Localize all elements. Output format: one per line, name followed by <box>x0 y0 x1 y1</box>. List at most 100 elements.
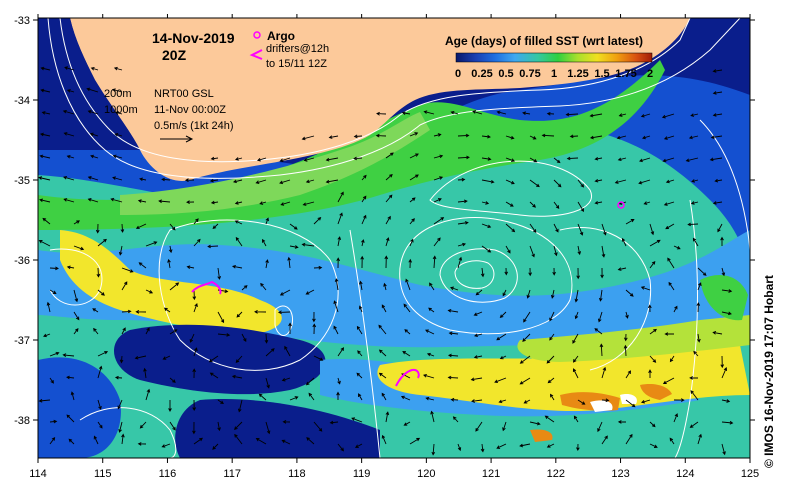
current-arrow <box>260 282 267 291</box>
current-arrow <box>529 179 540 188</box>
current-arrow <box>409 218 415 225</box>
scale-arrow <box>160 135 194 143</box>
current-arrow <box>111 88 123 93</box>
y-tick-label: -37 <box>14 335 30 347</box>
current-arrow <box>112 176 123 181</box>
x-axis: 114 115 116 117 118 119 120 121 122 123 124 125 <box>29 14 759 480</box>
current-arrow <box>207 244 219 249</box>
current-arrow <box>139 421 147 429</box>
current-arrow <box>553 179 562 188</box>
colorbar-title: Age (days) of filled SST (wrt latest) <box>445 34 643 48</box>
current-arrow <box>139 177 147 182</box>
current-arrow <box>574 289 579 303</box>
current-arrow <box>529 201 536 208</box>
current-arrow <box>192 399 196 412</box>
current-arrow <box>255 179 267 184</box>
current-arrow <box>93 327 99 335</box>
current-arrow <box>49 289 57 294</box>
current-arrow <box>306 437 315 445</box>
map-date: 14-Nov-2019 <box>152 30 235 46</box>
current-arrow <box>544 415 555 423</box>
current-arrow <box>90 154 99 159</box>
current-arrow <box>92 308 99 313</box>
current-arrow <box>577 223 584 236</box>
current-arrow <box>360 255 364 269</box>
current-arrow <box>376 111 387 116</box>
current-arrow <box>118 421 123 433</box>
current-arrow <box>450 286 459 291</box>
current-arrow <box>457 221 469 225</box>
current-arrow <box>721 267 726 277</box>
current-arrow <box>625 370 632 379</box>
current-arrow <box>457 199 468 204</box>
colorbar-label: 2 <box>647 68 653 80</box>
colorbar-label: 0.25 <box>471 68 492 80</box>
current-arrow <box>577 201 584 212</box>
current-arrow <box>89 132 99 137</box>
current-arrow <box>433 237 441 247</box>
current-arrow <box>87 176 99 181</box>
current-arrow <box>313 355 324 361</box>
dark-blue-blob <box>113 324 326 395</box>
current-arrow <box>137 442 147 446</box>
current-arrow <box>43 333 51 338</box>
current-arrow <box>471 399 483 403</box>
current-arrow <box>496 443 507 449</box>
current-arrow <box>691 179 699 183</box>
current-arrow <box>184 178 195 182</box>
current-arrow <box>589 135 603 140</box>
current-vectors <box>38 66 734 456</box>
current-arrow <box>337 191 344 203</box>
current-arrow <box>690 390 699 401</box>
current-arrow <box>193 437 203 445</box>
current-arrow <box>66 89 75 93</box>
current-arrow <box>337 212 343 225</box>
current-arrow <box>234 157 243 161</box>
current-arrow <box>692 237 699 247</box>
current-arrow <box>119 355 124 364</box>
current-arrow <box>114 111 123 115</box>
map-time: 20Z <box>162 47 187 63</box>
y-tick-label: -34 <box>14 95 30 107</box>
current-arrow <box>690 201 699 205</box>
current-arrow <box>403 421 411 426</box>
current-arrow <box>64 66 75 71</box>
current-arrow <box>353 156 363 161</box>
current-arrow <box>473 355 483 359</box>
current-arrow <box>193 238 201 247</box>
drifters-legend-icon <box>249 49 263 60</box>
current-arrow <box>623 333 628 342</box>
current-arrow <box>117 399 123 410</box>
current-arrow <box>336 391 340 400</box>
current-arrow <box>143 367 147 379</box>
white-patches <box>590 394 637 412</box>
current-arrow <box>236 311 243 318</box>
yellow-band <box>60 230 282 335</box>
current-arrow <box>351 417 363 423</box>
current-arrow <box>448 331 459 336</box>
argo-legend-icon <box>253 31 261 39</box>
current-arrow <box>192 368 196 379</box>
current-arrow <box>97 350 109 357</box>
current-arrow <box>712 330 723 335</box>
current-arrow <box>665 223 675 230</box>
current-arrow <box>217 311 225 324</box>
current-arrow <box>643 201 651 205</box>
current-arrow <box>519 377 531 385</box>
green-band <box>38 60 665 230</box>
current-arrow <box>361 214 367 225</box>
current-arrow <box>305 179 315 184</box>
sst-plot-area <box>38 18 750 458</box>
current-arrow <box>687 222 699 227</box>
current-arrow <box>457 177 466 182</box>
current-arrow <box>594 200 603 205</box>
current-arrow <box>547 377 555 384</box>
current-arrow <box>529 157 538 163</box>
current-arrow <box>529 223 537 233</box>
current-arrow <box>262 238 267 247</box>
current-arrow <box>97 238 107 247</box>
current-arrow <box>383 282 387 291</box>
current-arrow <box>193 218 199 225</box>
current-arrow <box>597 311 603 323</box>
current-arrow <box>39 198 51 203</box>
